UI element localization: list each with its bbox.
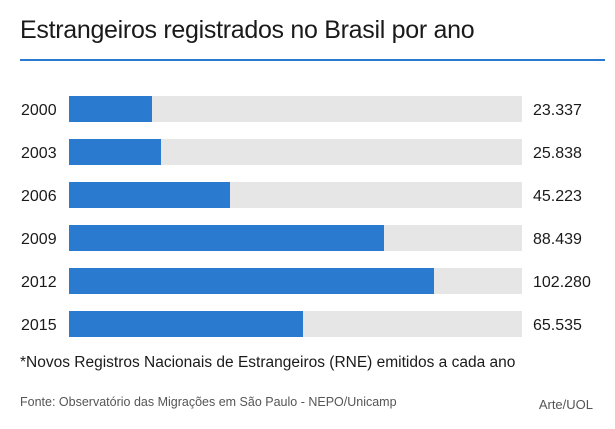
bar	[69, 182, 230, 208]
art-credit: Arte/UOL	[538, 397, 593, 412]
bar	[69, 225, 384, 251]
bar	[69, 311, 303, 337]
bar-row-2015: 2015 65.535	[21, 311, 582, 337]
category-label: 2015	[21, 317, 57, 334]
value-label: 25.838	[533, 145, 582, 162]
value-label: 65.535	[533, 317, 582, 334]
bar	[69, 268, 434, 294]
value-label: 23.337	[533, 102, 582, 119]
bar	[69, 139, 161, 165]
bar-row-2006: 2006 45.223	[21, 182, 582, 208]
value-label: 88.439	[533, 231, 582, 248]
category-label: 2012	[21, 274, 57, 291]
source-credit: Fonte: Observatório das Migrações em São…	[20, 395, 397, 409]
chart-title: Estrangeiros registrados no Brasil por a…	[20, 16, 475, 44]
bar-row-2009: 2009 88.439	[21, 225, 582, 251]
bar-row-2012: 2012 102.280	[21, 268, 591, 294]
category-label: 2006	[21, 188, 57, 205]
category-label: 2003	[21, 145, 57, 162]
bar-row-2000: 2000 23.337	[21, 96, 582, 122]
title-divider	[20, 59, 605, 61]
value-label: 45.223	[533, 188, 582, 205]
category-label: 2000	[21, 102, 57, 119]
chart-footnote: *Novos Registros Nacionais de Estrangeir…	[20, 354, 516, 371]
bar	[69, 96, 152, 122]
value-label: 102.280	[533, 274, 591, 291]
bar-row-2003: 2003 25.838	[21, 139, 582, 165]
category-label: 2009	[21, 231, 57, 248]
